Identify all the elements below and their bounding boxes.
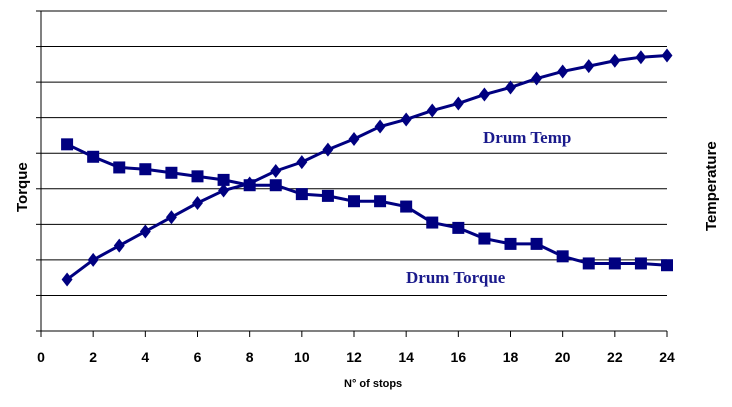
data-point	[531, 71, 543, 86]
data-point	[113, 161, 126, 174]
data-point	[505, 80, 516, 95]
data-point	[557, 64, 569, 79]
data-point	[478, 232, 491, 245]
data-point	[400, 200, 413, 213]
data-point	[296, 155, 308, 170]
x-tick-label: 14	[398, 349, 414, 365]
data-point	[426, 216, 439, 229]
series-line-drum-torque	[66, 142, 668, 267]
series-lines	[66, 53, 668, 281]
data-point	[530, 237, 543, 250]
series-line-drum-temp	[66, 53, 668, 281]
data-point	[243, 179, 256, 192]
data-point	[452, 96, 464, 111]
x-tick-label: 8	[246, 349, 254, 365]
data-point	[87, 150, 100, 163]
horizontal-gridlines	[41, 10, 667, 296]
x-tick-label: 22	[607, 349, 623, 365]
data-point	[504, 237, 517, 250]
data-point	[217, 173, 230, 186]
data-point	[218, 183, 230, 198]
data-point	[478, 87, 490, 102]
data-point	[139, 163, 152, 176]
y-axis-title-right: Temperature	[703, 141, 720, 231]
data-point	[583, 59, 595, 74]
x-tick-label: 18	[503, 349, 519, 365]
data-point	[609, 53, 621, 68]
data-point	[400, 112, 412, 127]
data-point	[165, 210, 177, 225]
data-point	[608, 257, 621, 270]
data-point	[295, 188, 308, 201]
data-point	[634, 257, 647, 270]
data-point	[348, 132, 360, 146]
data-point	[582, 257, 595, 270]
data-point	[374, 195, 387, 208]
series-label-drum-temp: Drum Temp	[483, 128, 571, 147]
data-point	[322, 142, 334, 157]
data-point	[113, 238, 125, 253]
data-point	[192, 196, 203, 210]
x-axis-ticks: 0 2 4 6 8 10 12 14 16 18 20 22 24	[37, 331, 675, 365]
x-tick-label: 4	[141, 349, 149, 365]
data-point	[269, 179, 282, 192]
y-axis-title-left: Torque	[14, 162, 31, 212]
data-point	[661, 48, 673, 63]
x-tick-label: 20	[555, 349, 571, 365]
data-point	[321, 189, 334, 202]
axes	[36, 10, 667, 332]
x-tick-label: 0	[37, 349, 45, 365]
data-point	[556, 250, 569, 263]
data-point	[661, 259, 673, 272]
x-tick-label: 12	[346, 349, 362, 365]
series-label-drum-torque: Drum Torque	[406, 268, 506, 287]
data-point	[61, 272, 73, 287]
data-point	[270, 164, 282, 178]
data-point	[139, 224, 151, 239]
data-point	[426, 103, 438, 118]
x-tick-label: 2	[89, 349, 97, 365]
x-axis-title: N° of stops	[344, 378, 402, 390]
data-point	[452, 221, 465, 234]
x-tick-label: 6	[194, 349, 202, 365]
x-tick-label: 16	[451, 349, 467, 365]
data-point	[374, 119, 386, 134]
data-point	[635, 50, 647, 65]
data-point	[87, 252, 99, 267]
data-point	[191, 170, 204, 183]
x-tick-label: 10	[294, 349, 310, 365]
x-tick-label: 24	[659, 349, 675, 365]
data-point	[348, 195, 360, 208]
data-point	[165, 166, 178, 179]
series-markers	[61, 48, 673, 287]
data-point	[61, 138, 74, 151]
